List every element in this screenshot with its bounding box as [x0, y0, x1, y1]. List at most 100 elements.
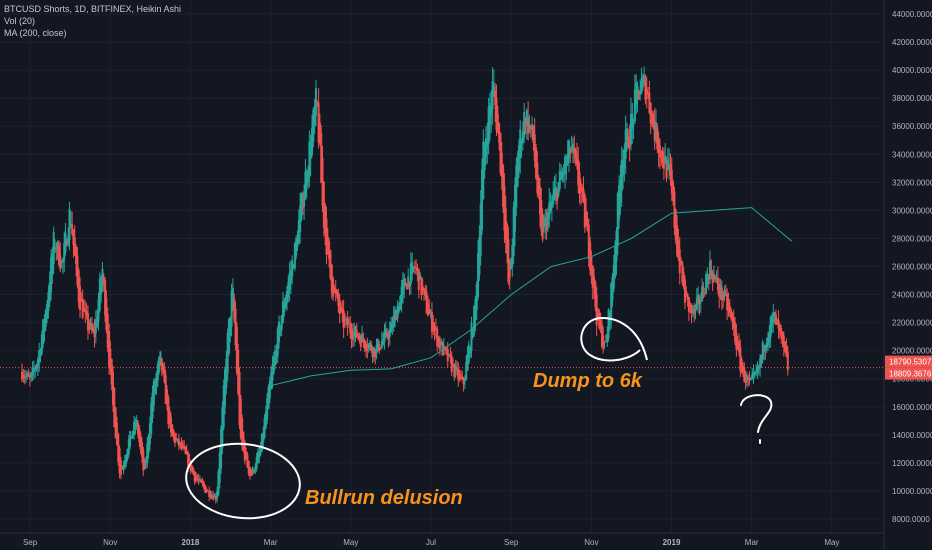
candle-body	[517, 145, 520, 172]
candle-body	[618, 185, 621, 220]
candle-body	[690, 305, 693, 314]
candle-body	[506, 224, 509, 254]
candle-body	[749, 377, 752, 380]
volume-indicator-label[interactable]: Vol (20)	[4, 16, 36, 26]
candle-body	[179, 442, 182, 444]
candle-body	[624, 130, 627, 159]
candle-body	[166, 389, 169, 405]
candle-body	[719, 284, 722, 291]
candle-body	[142, 449, 145, 471]
candle-body	[743, 367, 746, 382]
candle-body	[210, 495, 213, 497]
candle-body	[168, 410, 171, 424]
candle-body	[432, 321, 435, 332]
candle-body	[279, 327, 282, 332]
candle-body	[320, 133, 323, 183]
candle-body	[197, 478, 200, 481]
candle-body	[470, 322, 473, 352]
x-tick-label: Jul	[426, 538, 436, 547]
candle-body	[287, 282, 290, 298]
candle-body	[711, 272, 714, 284]
candle-body	[512, 206, 515, 256]
candle-body	[282, 301, 285, 323]
candle-body	[693, 308, 696, 314]
candle-body	[513, 184, 516, 232]
y-tick-label: 30000.0000	[892, 206, 932, 215]
ma-indicator-label[interactable]: MA (200, close)	[4, 28, 67, 38]
candle-body	[399, 296, 402, 310]
candle-body	[419, 274, 422, 280]
candle-body	[545, 221, 548, 231]
candle-body	[694, 305, 697, 312]
candle-body	[769, 317, 772, 338]
candle-body	[338, 299, 341, 314]
candle-body	[214, 496, 217, 501]
candle-body	[602, 335, 605, 348]
candle-body	[645, 89, 648, 95]
candle-body	[741, 365, 744, 370]
candle-body	[35, 364, 38, 370]
candle-body	[270, 372, 273, 390]
candle-body	[216, 491, 219, 499]
candle-body	[405, 284, 408, 290]
candle-body	[93, 329, 96, 338]
candle-body	[56, 242, 59, 249]
candle-body	[254, 466, 257, 471]
candle-body	[297, 220, 300, 245]
candle-body	[699, 300, 702, 302]
candle-body	[557, 182, 560, 196]
candle-body	[201, 480, 204, 485]
candle-body	[238, 371, 241, 426]
candle-body	[88, 321, 91, 330]
candle-body	[21, 371, 24, 380]
annotation-bullrun[interactable]: Bullrun delusion	[305, 487, 463, 509]
candle-body	[208, 490, 211, 497]
candle-body	[484, 138, 487, 157]
candle-body	[632, 120, 635, 122]
candle-body	[452, 364, 455, 366]
candle-body	[57, 245, 60, 265]
candle-body	[346, 319, 349, 328]
candle-body	[558, 170, 561, 189]
candle-body	[520, 142, 523, 144]
x-tick-label: Nov	[103, 538, 117, 547]
candle-body	[438, 339, 441, 350]
candle-body	[759, 358, 762, 369]
x-tick-label: May	[824, 538, 839, 547]
candle-body	[106, 314, 109, 348]
candle-body	[300, 193, 303, 220]
candle-body	[227, 318, 230, 354]
candle-body	[524, 124, 527, 126]
y-tick-label: 16000.0000	[892, 403, 932, 412]
candle-body	[575, 154, 578, 165]
candle-body	[388, 328, 391, 337]
candle-body	[283, 304, 286, 312]
candle-body	[256, 452, 259, 463]
symbol-info[interactable]: BTCUSD Shorts, 1D, BITFINEX, Heikin Ashi	[4, 4, 182, 14]
candle-body	[94, 319, 97, 334]
candle-body	[36, 359, 39, 368]
candle-body	[498, 123, 501, 143]
candle-body	[707, 278, 710, 280]
candle-body	[169, 417, 172, 433]
annotation-dump[interactable]: Dump to 6k	[533, 370, 642, 392]
candle-body	[65, 242, 68, 246]
candle-body	[656, 126, 659, 150]
candle-body	[90, 324, 93, 331]
candle-body	[43, 321, 46, 332]
candle-body	[312, 110, 315, 142]
candle-body	[180, 442, 183, 448]
candle-body	[566, 153, 569, 165]
candle-body	[449, 354, 452, 358]
candle-body	[394, 310, 397, 322]
candle-body	[117, 433, 120, 462]
candle-body	[720, 287, 723, 301]
candle-body	[532, 125, 535, 143]
candle-body	[773, 312, 776, 317]
candle-body	[628, 141, 631, 147]
candle-body	[620, 159, 623, 192]
candle-body	[579, 183, 582, 192]
candle-body	[633, 89, 636, 122]
candle-body	[241, 418, 244, 447]
